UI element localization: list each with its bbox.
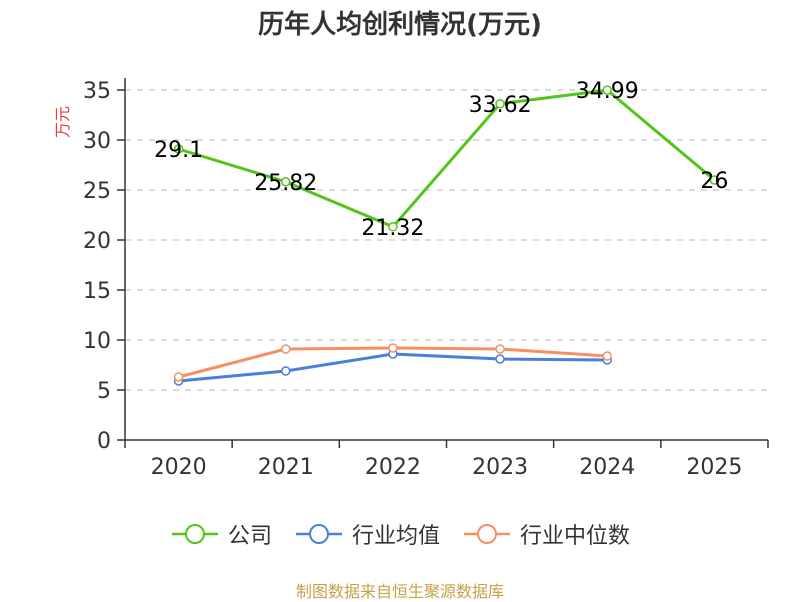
y-tick-label: 30 [83,129,111,154]
chart-title: 历年人均创利情况(万元) [258,10,542,40]
data-point [281,177,291,187]
legend-item[interactable]: 行业中位数 [462,518,630,550]
data-point [602,351,612,361]
legend-label: 公司 [227,524,272,549]
legend-marker [464,524,510,544]
data-label: 21.32 [361,216,424,241]
y-tick-label: 10 [83,329,111,354]
y-tick-label: 25 [83,179,111,204]
legend-marker [295,524,342,544]
series-2 [173,343,612,382]
series [173,85,720,386]
x-tick-label: 2022 [365,455,421,480]
legend-marker [171,524,218,544]
x-tick-label: 2020 [151,455,207,480]
y-axis-label: 万元 [53,106,72,138]
data-label: 25.82 [254,171,317,196]
y-tick-label: 0 [97,429,111,454]
legend-item[interactable]: 行业均值 [294,518,440,550]
data-point [173,372,184,382]
data-label: 34.99 [576,79,639,104]
data-point [602,85,612,95]
legend-item[interactable]: 公司 [170,518,272,550]
data-point [388,343,398,353]
data-point [388,222,398,232]
x-tick-label: 2021 [258,455,314,480]
data-point [709,175,720,185]
data-label: 33.62 [469,93,532,118]
data-point [495,344,505,354]
data-labels: 29.1 25.82 21.32 33.62 34.99 26 [154,79,728,241]
legend-label: 行业均值 [351,524,440,549]
legend-label: 行业中位数 [520,524,631,549]
legend: 公司 行业均值 行业中位数 [0,518,800,550]
y-tick-label: 15 [83,279,111,304]
x-tick-label: 2023 [472,455,528,480]
data-point [495,99,505,109]
data-point [495,354,505,364]
series-0 [173,85,720,232]
series-line [178,88,716,229]
series-1 [173,349,612,386]
y-tick-label: 35 [83,79,111,104]
grid-lines [125,89,768,391]
data-point [281,344,291,354]
data-point [281,366,291,376]
data-label: 29.1 [154,138,203,163]
data-point [173,144,184,154]
y-tick-label: 5 [97,379,111,404]
x-tick-label: 2024 [579,455,635,480]
x-tick-label: 2025 [686,455,742,480]
data-label: 26 [700,169,728,194]
y-tick-label: 20 [83,229,111,254]
source-note: 制图数据来自恒生聚源数据库 [295,582,504,601]
